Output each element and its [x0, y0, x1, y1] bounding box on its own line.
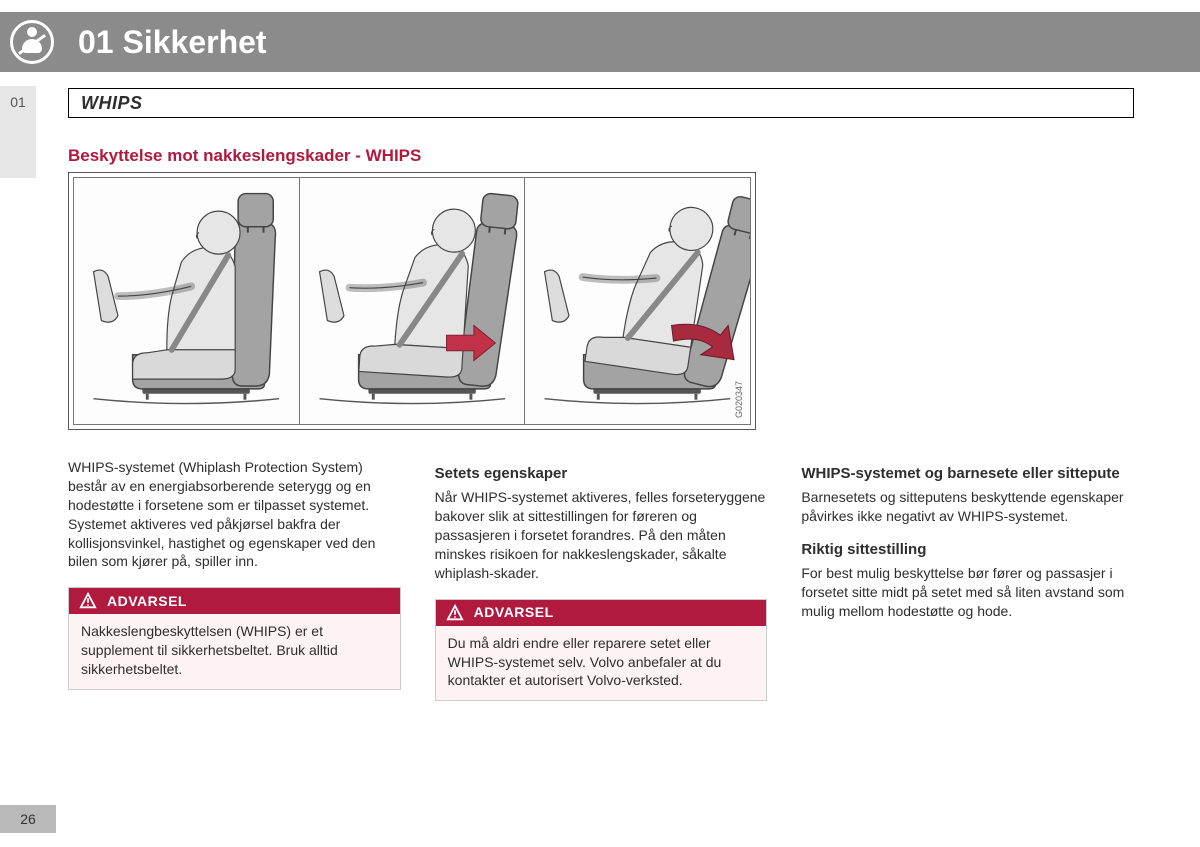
warning-text: Nakkeslengbeskyttelsen (WHIPS) er et sup…: [69, 614, 400, 679]
content-columns: WHIPS-systemet (Whiplash Protection Syst…: [68, 458, 1134, 701]
column-2: Setets egenskaper Når WHIPS-systemet akt…: [435, 458, 768, 701]
page-number-value: 26: [20, 811, 36, 827]
warning-header: ADVARSEL: [436, 600, 767, 626]
warning-header: ADVARSEL: [69, 588, 400, 614]
column-3: WHIPS-systemet og barnesete eller sittep…: [801, 458, 1134, 701]
col3-paragraph-2: For best mulig beskyttelse bør fører og …: [801, 564, 1134, 621]
col3-heading-2: Riktig sittestilling: [801, 540, 1134, 560]
section-heading-text: WHIPS: [81, 93, 143, 114]
figure-panel-1: [73, 177, 300, 425]
column-1: WHIPS-systemet (Whiplash Protection Syst…: [68, 458, 401, 701]
figure-code: G020347: [734, 381, 744, 418]
section-heading: WHIPS: [68, 88, 1134, 118]
whips-figure: G020347: [68, 172, 756, 430]
seat-diagram-2: [300, 178, 525, 424]
section-subtitle: Beskyttelse mot nakkeslengskader - WHIPS: [68, 146, 421, 166]
col3-paragraph-1: Barnesetets og sitteputens beskyttende e…: [801, 488, 1134, 526]
seat-diagram-1: [74, 178, 299, 424]
figure-panel-2: [300, 177, 526, 425]
figure-panel-3: G020347: [525, 177, 751, 425]
warning-text: Du må aldri endre eller reparere setet e…: [436, 626, 767, 691]
col2-paragraph: Når WHIPS-systemet aktiveres, felles for…: [435, 488, 768, 582]
page-number: 26: [0, 805, 56, 833]
warning-box-1: ADVARSEL Nakkeslengbeskyttelsen (WHIPS) …: [68, 587, 401, 690]
warning-icon: [446, 604, 464, 622]
seatbelt-icon: [0, 12, 64, 72]
warning-label: ADVARSEL: [107, 592, 187, 611]
manual-page: 01 01 Sikkerhet WHIPS Beskyttelse mot na…: [0, 0, 1200, 847]
seat-diagram-3: [525, 178, 750, 424]
col1-intro: WHIPS-systemet (Whiplash Protection Syst…: [68, 458, 401, 571]
chapter-tab-label: 01: [10, 94, 26, 110]
chapter-title: 01 Sikkerhet: [78, 24, 267, 61]
warning-icon: [79, 592, 97, 610]
chapter-tab: 01: [0, 86, 36, 178]
col2-heading: Setets egenskaper: [435, 464, 768, 484]
col3-heading-1: WHIPS-systemet og barnesete eller sittep…: [801, 464, 1134, 484]
chapter-banner: 01 Sikkerhet: [0, 12, 1200, 72]
warning-label: ADVARSEL: [474, 603, 554, 622]
warning-box-2: ADVARSEL Du må aldri endre eller reparer…: [435, 599, 768, 702]
